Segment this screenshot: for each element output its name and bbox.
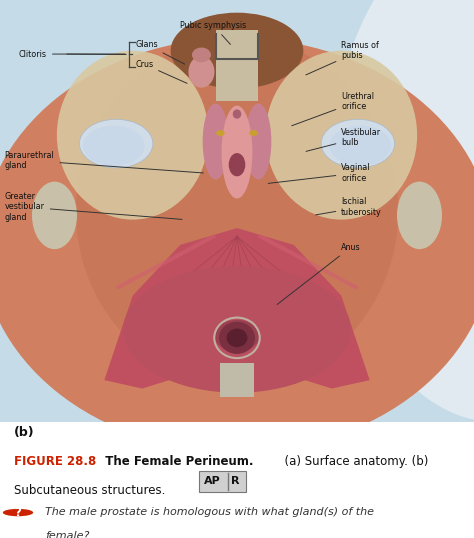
Text: AP: AP xyxy=(203,476,220,486)
Text: female?: female? xyxy=(45,531,90,538)
Circle shape xyxy=(227,329,247,347)
Ellipse shape xyxy=(332,0,474,422)
Ellipse shape xyxy=(221,105,252,199)
Polygon shape xyxy=(220,363,254,397)
Text: Clitoris: Clitoris xyxy=(19,49,125,59)
Text: (a) Surface anatomy. (b): (a) Surface anatomy. (b) xyxy=(277,455,428,468)
Ellipse shape xyxy=(321,119,394,168)
Ellipse shape xyxy=(0,38,474,452)
Ellipse shape xyxy=(76,38,398,384)
Polygon shape xyxy=(0,0,474,422)
Ellipse shape xyxy=(233,109,241,119)
Circle shape xyxy=(219,322,255,354)
Text: Glans: Glans xyxy=(135,40,185,64)
Text: Crus: Crus xyxy=(135,60,187,83)
Ellipse shape xyxy=(203,103,228,180)
Ellipse shape xyxy=(57,51,209,220)
Text: Subcutaneous structures.: Subcutaneous structures. xyxy=(14,484,165,497)
Text: Ischial
tuberosity: Ischial tuberosity xyxy=(316,197,382,217)
Polygon shape xyxy=(104,228,370,388)
Text: The Female Perineum.: The Female Perineum. xyxy=(97,455,254,468)
Text: Ramus of
pubis: Ramus of pubis xyxy=(306,41,379,75)
Ellipse shape xyxy=(171,13,303,89)
Ellipse shape xyxy=(216,130,225,136)
Text: FIGURE 28.8: FIGURE 28.8 xyxy=(14,455,97,468)
Ellipse shape xyxy=(228,153,246,176)
FancyBboxPatch shape xyxy=(199,471,246,492)
Ellipse shape xyxy=(32,182,77,249)
Ellipse shape xyxy=(329,126,391,166)
Ellipse shape xyxy=(192,47,211,62)
Text: Urethral
orifice: Urethral orifice xyxy=(292,91,374,126)
Text: R: R xyxy=(231,476,240,486)
Text: Paraurethral
gland: Paraurethral gland xyxy=(5,151,203,173)
Circle shape xyxy=(3,509,33,516)
Text: Anus: Anus xyxy=(277,243,361,305)
Text: (b): (b) xyxy=(14,426,35,439)
Text: ?: ? xyxy=(15,506,21,519)
Text: The male prostate is homologous with what gland(s) of the: The male prostate is homologous with wha… xyxy=(45,507,374,517)
Ellipse shape xyxy=(79,119,153,168)
Ellipse shape xyxy=(397,182,442,249)
Ellipse shape xyxy=(83,126,145,166)
Text: Pubic symphysis: Pubic symphysis xyxy=(180,21,246,45)
Ellipse shape xyxy=(214,320,259,352)
Ellipse shape xyxy=(123,266,351,393)
Text: Vaginal
orifice: Vaginal orifice xyxy=(268,164,371,183)
Polygon shape xyxy=(216,30,258,101)
Text: Greater
vestibular
gland: Greater vestibular gland xyxy=(5,192,182,222)
Ellipse shape xyxy=(246,103,272,180)
Ellipse shape xyxy=(249,130,258,136)
Ellipse shape xyxy=(188,56,214,88)
Text: Vestibular
bulb: Vestibular bulb xyxy=(306,128,382,151)
Ellipse shape xyxy=(265,51,417,220)
